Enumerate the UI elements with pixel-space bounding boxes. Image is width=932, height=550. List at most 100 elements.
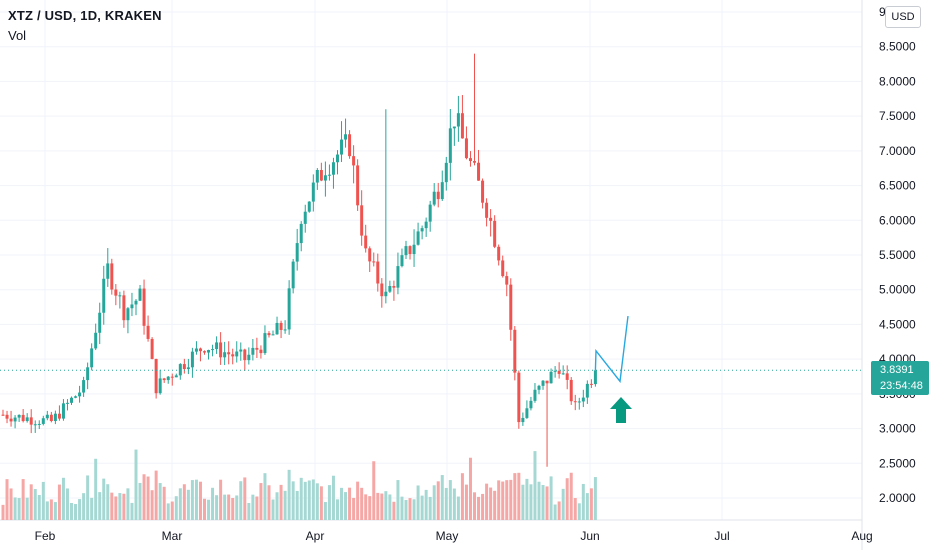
volume-bar <box>569 472 573 520</box>
candle-body <box>61 403 65 419</box>
candle-body <box>561 373 565 375</box>
volume-bar <box>581 483 585 520</box>
candle-body <box>573 401 577 403</box>
volume-bar <box>408 498 412 520</box>
volume-bar <box>142 474 146 520</box>
volume-bar <box>110 492 114 520</box>
candle-body <box>299 223 303 244</box>
volume-bar <box>122 493 126 520</box>
candle-body <box>106 263 110 279</box>
candle-body <box>239 349 243 352</box>
candle-body <box>130 304 134 309</box>
volume-bar <box>440 475 444 520</box>
volume-bar <box>154 470 158 520</box>
volume-bar <box>335 499 339 520</box>
volume-bar <box>211 487 215 520</box>
volume-bar <box>533 451 537 520</box>
volume-bar <box>553 504 557 520</box>
candle-body <box>485 202 489 218</box>
volume-bar <box>327 485 331 520</box>
candle-body <box>219 342 223 358</box>
candle-body <box>243 349 247 361</box>
volume-bar <box>340 487 344 520</box>
candle-body <box>174 375 178 378</box>
volume-bar <box>102 478 106 520</box>
candle-body <box>178 364 182 376</box>
volume-bar <box>29 484 33 520</box>
candle-body <box>13 417 17 422</box>
volume-bar <box>259 483 263 520</box>
candle-body <box>247 354 251 361</box>
y-tick-label: 3.0000 <box>879 422 916 436</box>
candle-body <box>436 191 440 200</box>
candle-body <box>549 371 553 384</box>
projection-path <box>594 316 629 384</box>
volume-bar <box>513 473 517 520</box>
candle-body <box>509 284 513 330</box>
volume-bar <box>545 486 549 520</box>
x-tick-label: May <box>436 529 459 543</box>
candle-body <box>364 235 368 249</box>
volume-bar <box>61 477 65 520</box>
candle-body <box>126 308 130 321</box>
candle-body <box>150 338 154 359</box>
candle-body <box>82 380 86 393</box>
volume-bar <box>521 484 525 520</box>
volume-bar <box>239 481 243 520</box>
candle-body <box>452 126 456 129</box>
volume-bar <box>17 498 21 520</box>
candle-body <box>25 417 29 422</box>
candle-body <box>223 352 227 358</box>
y-tick-label: 5.5000 <box>879 248 916 262</box>
currency-button[interactable]: USD <box>885 6 921 28</box>
volume-bar <box>74 504 78 520</box>
candle-body <box>412 244 416 255</box>
volume-bar <box>452 488 456 520</box>
candle-body <box>335 154 339 163</box>
volume-bar <box>94 458 98 520</box>
candle-body <box>593 370 597 385</box>
volume-bar <box>33 489 37 520</box>
volume-bar <box>529 484 533 520</box>
volume-bar <box>13 497 17 520</box>
candle-body <box>49 414 53 422</box>
volume-bar <box>473 492 477 520</box>
volume-bar <box>299 477 303 520</box>
candle-body <box>533 389 537 401</box>
candle-body <box>291 261 295 289</box>
candle-body <box>283 329 287 331</box>
volume-bar <box>573 498 577 520</box>
candle-body <box>396 266 400 288</box>
volume-bar <box>396 480 400 520</box>
candle-body <box>295 243 299 262</box>
volume-indicator-label[interactable]: Vol <box>8 28 27 43</box>
y-tick-label: 6.0000 <box>879 213 916 227</box>
volume-bar <box>577 503 581 520</box>
candle-body <box>589 383 593 385</box>
volume-bar <box>215 495 219 520</box>
candle-body <box>86 367 90 381</box>
candle-body <box>231 354 235 357</box>
volume-bar <box>243 477 247 520</box>
candle-body <box>307 201 311 212</box>
volume-bar <box>78 499 82 520</box>
volume-bar <box>557 501 561 520</box>
volume-bar <box>589 488 593 520</box>
volume-bar <box>263 473 267 520</box>
volume-bar <box>114 496 118 520</box>
candle-body <box>287 288 291 330</box>
candle-body <box>17 414 21 418</box>
x-tick-label: Mar <box>162 529 183 543</box>
volume-bar <box>352 497 356 520</box>
y-tick-label: 7.5000 <box>879 109 916 123</box>
candle-body <box>37 423 41 425</box>
volume-bar <box>525 478 529 520</box>
volume-bar <box>70 502 74 520</box>
volume-bar <box>134 449 138 520</box>
candle-body <box>158 378 162 394</box>
candle-body <box>45 414 49 419</box>
candle-body <box>557 370 561 374</box>
volume-bar <box>146 476 150 520</box>
volume-bar <box>90 497 94 520</box>
